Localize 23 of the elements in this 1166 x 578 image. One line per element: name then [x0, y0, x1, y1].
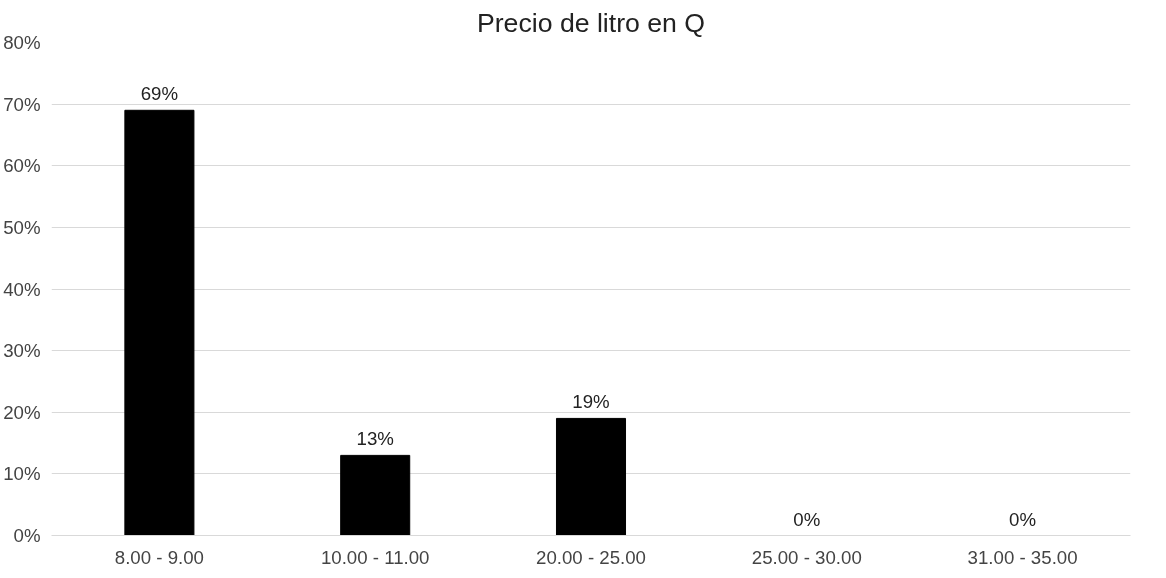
data-label: 19%	[572, 391, 610, 413]
data-label: 69%	[140, 83, 179, 105]
x-tick-label: 10.00 - 11.00	[320, 546, 430, 568]
y-tick-label: 10%	[3, 463, 41, 485]
y-tick-label: 0%	[13, 525, 41, 546]
y-tick-label: 40%	[3, 278, 41, 300]
y-tick-label: 80%	[3, 32, 41, 53]
x-tick-label: 8.00 - 9.00	[114, 546, 204, 568]
x-tick-label: 25.00 - 30.00	[751, 546, 862, 568]
bar	[340, 454, 411, 536]
data-label: 13%	[356, 428, 394, 450]
data-label: 0%	[1009, 508, 1037, 530]
x-tick-label: 20.00 - 25.00	[536, 546, 646, 568]
x-tick-label: 31.00 - 35.00	[967, 546, 1078, 568]
y-tick-label: 60%	[3, 155, 41, 177]
bar	[555, 417, 627, 536]
bar	[124, 109, 195, 536]
data-label: 0%	[793, 508, 821, 530]
chart-title: Precio de litro en Q	[476, 7, 706, 38]
y-tick-label: 20%	[3, 401, 41, 423]
y-tick-label: 30%	[3, 340, 41, 362]
y-tick-label: 70%	[3, 93, 41, 115]
y-tick-label: 50%	[3, 216, 41, 238]
